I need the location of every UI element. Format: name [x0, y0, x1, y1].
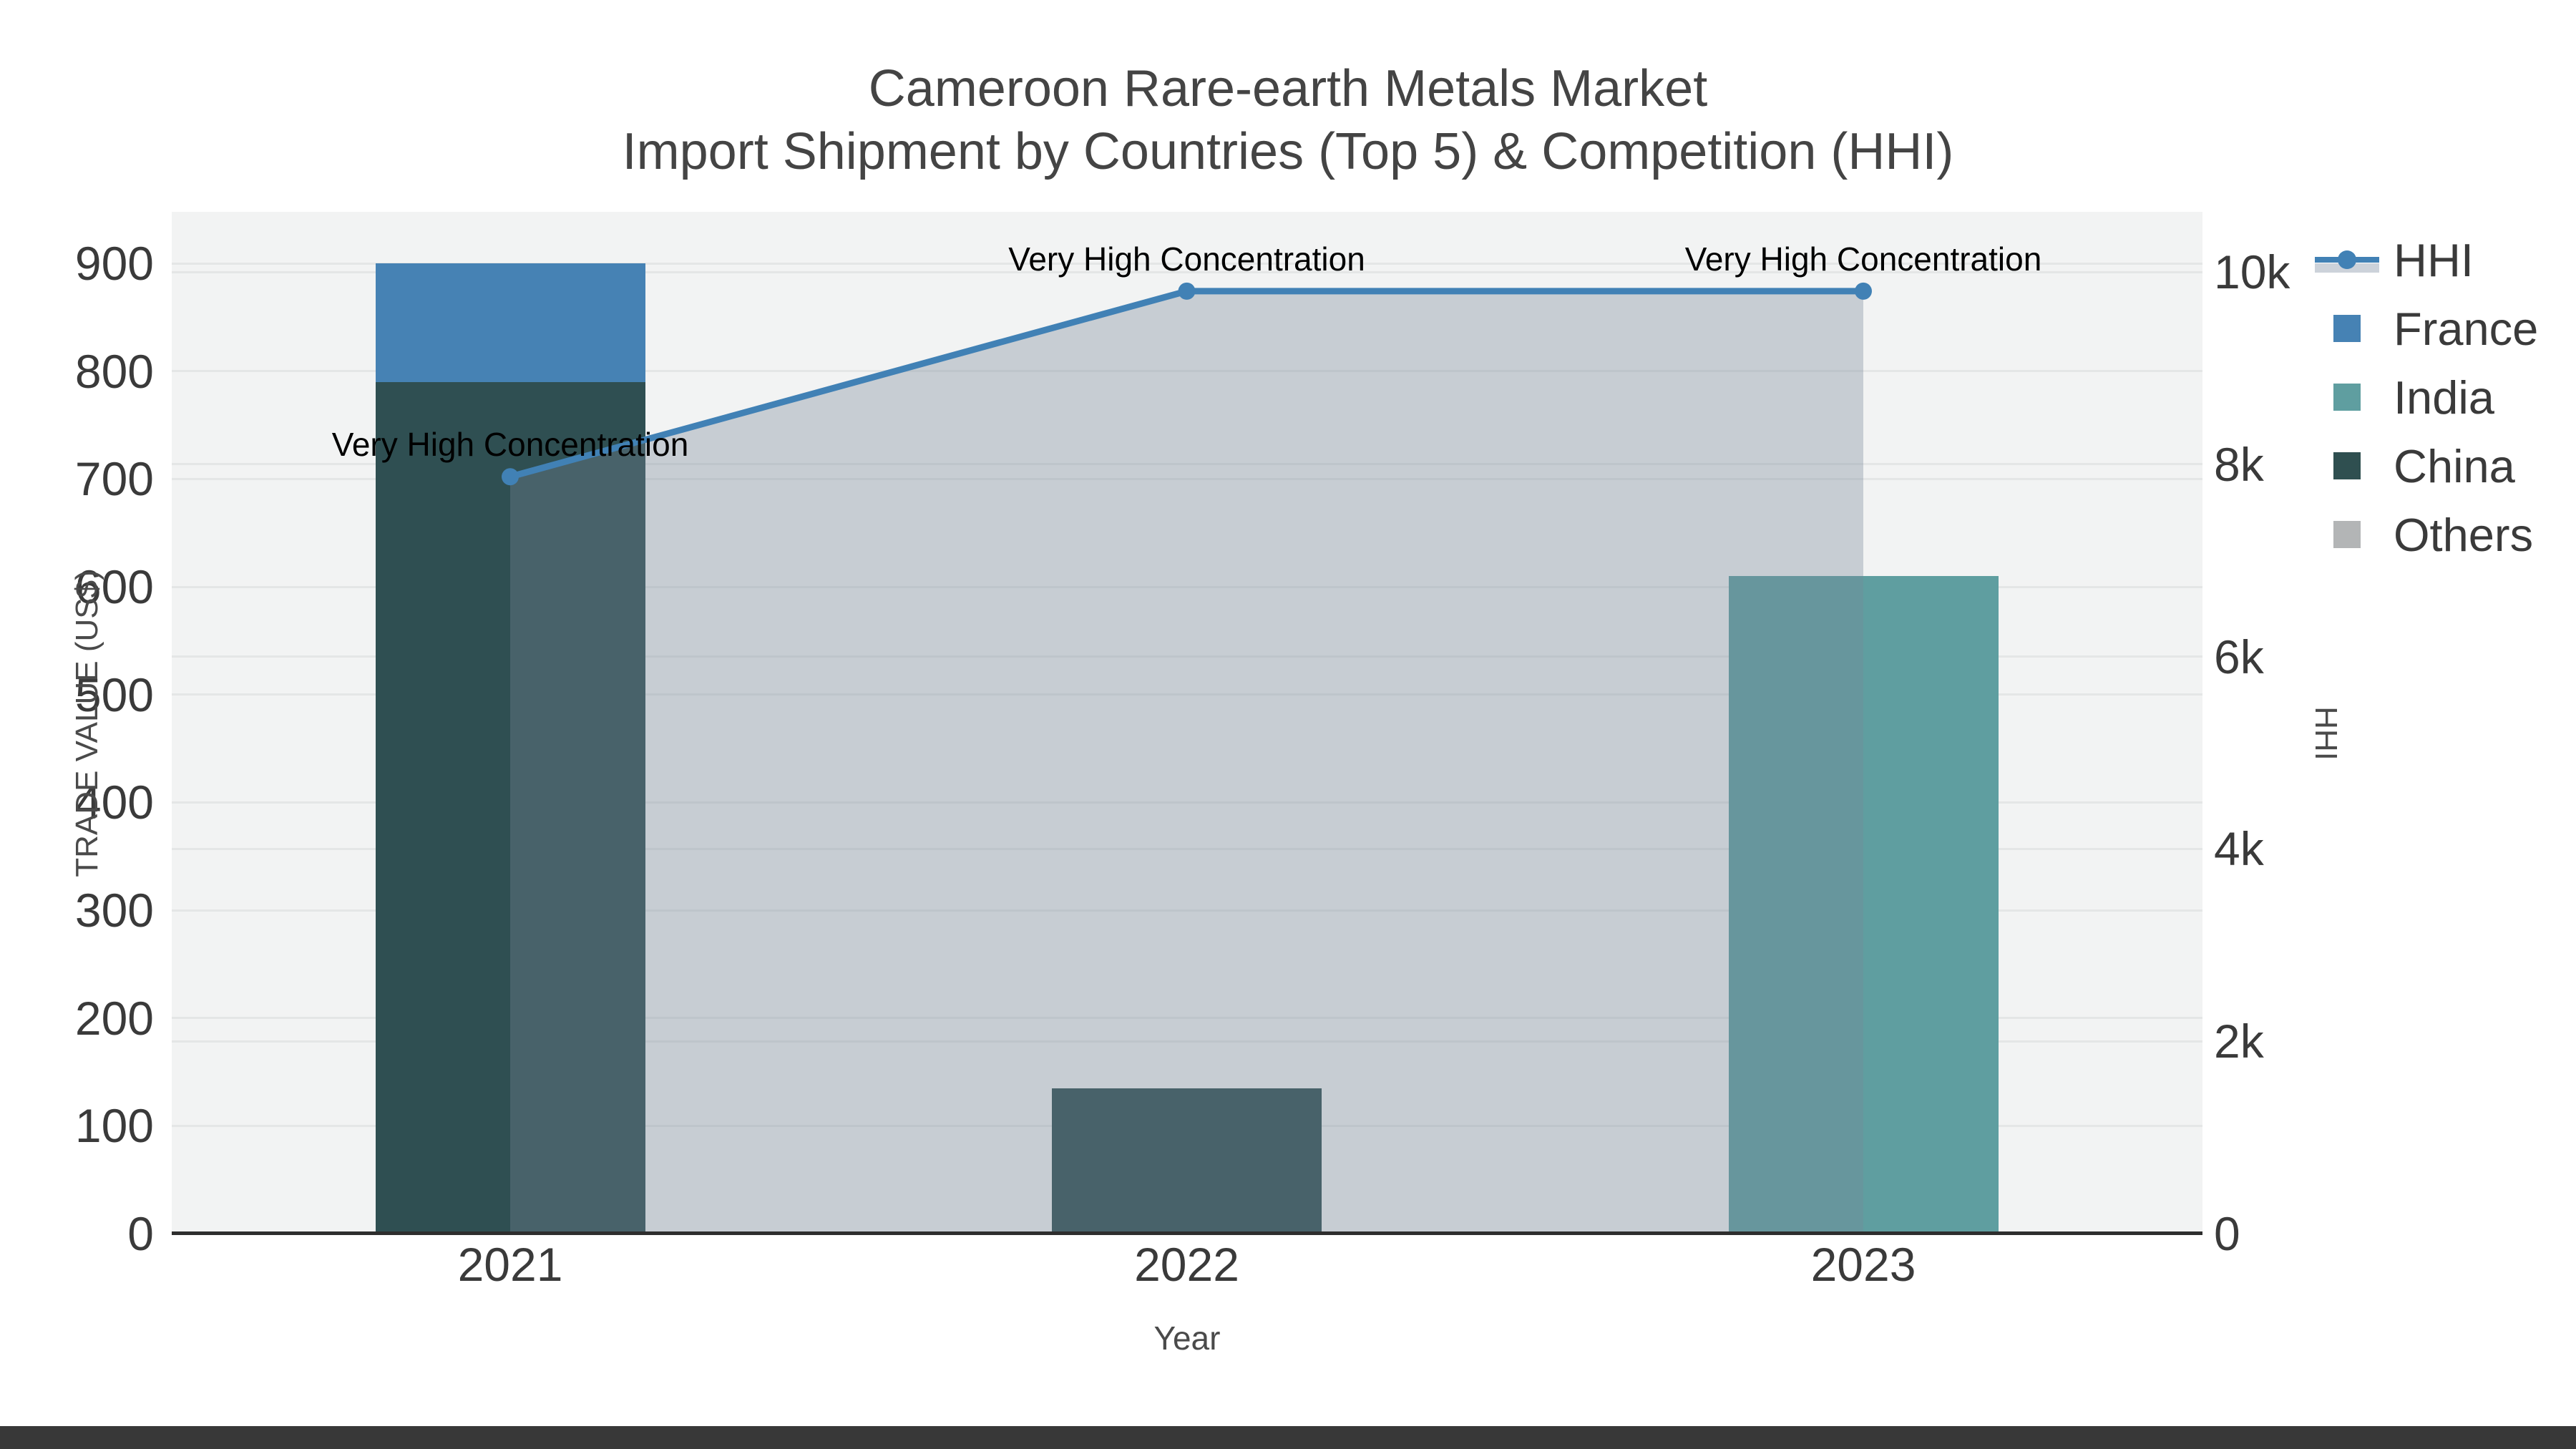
- gridline-left-700: [172, 477, 2202, 480]
- y-left-tick-800: 800: [74, 344, 154, 398]
- y-left-tick-0: 0: [127, 1207, 154, 1260]
- others-swatch-icon: [2333, 521, 2361, 548]
- gridline-left-800: [172, 370, 2202, 373]
- gridline-left-300: [172, 909, 2202, 912]
- y-right-tick-2k: 2k: [2214, 1015, 2264, 1068]
- gridline-left-400: [172, 801, 2202, 804]
- annotation-2023: Very High Concentration: [1684, 240, 2042, 278]
- hhi-legend-swatch: [2315, 225, 2394, 294]
- x-axis-line: [172, 1231, 2202, 1235]
- legend-label-others: Others: [2394, 508, 2534, 561]
- bar-india-2023[interactable]: [1728, 575, 1999, 1234]
- y-right-tick-6k: 6k: [2214, 630, 2264, 683]
- y-left-axis-title: TRADE VALUE (US$): [69, 570, 104, 877]
- chart-title-line1: Cameroon Rare-earth Metals Market: [868, 60, 1708, 117]
- y-right-axis-title: HHI: [2308, 706, 2343, 761]
- gridline-right-8k: [172, 463, 2202, 466]
- hhi-area-fill: [510, 291, 1863, 1234]
- legend: HHI France India China Others: [2315, 225, 2538, 569]
- gridline-right-2k: [172, 1040, 2202, 1043]
- gridline-left-200: [172, 1017, 2202, 1020]
- annotation-2021: Very High Concentration: [331, 426, 689, 464]
- gridline-right-4k: [172, 847, 2202, 850]
- chart-title-line2: Import Shipment by Countries (Top 5) & C…: [622, 123, 1954, 180]
- x-axis-title: Year: [1153, 1319, 1221, 1357]
- x-tick-2022: 2022: [1134, 1238, 1239, 1291]
- bar-china-2021[interactable]: [375, 381, 645, 1234]
- hhi-point-2022[interactable]: [1178, 282, 1196, 300]
- y-left-tick-400: 400: [74, 776, 154, 829]
- china-swatch-icon: [2333, 452, 2361, 479]
- hhi-point-2023[interactable]: [1855, 282, 1872, 300]
- legend-item-china[interactable]: China: [2315, 431, 2538, 500]
- india-swatch-icon: [2333, 384, 2361, 411]
- legend-item-others[interactable]: Others: [2315, 500, 2538, 569]
- y-right-tick-4k: 4k: [2214, 822, 2264, 876]
- x-tick-2021: 2021: [457, 1238, 563, 1291]
- y-right-tick-0: 0: [2214, 1207, 2240, 1260]
- legend-item-india[interactable]: India: [2315, 363, 2538, 431]
- gridline-left-600: [172, 585, 2202, 588]
- gridline-left-500: [172, 693, 2202, 696]
- bar-france-2021[interactable]: [375, 263, 645, 382]
- gridline-right-6k: [172, 655, 2202, 658]
- hhi-point-2021[interactable]: [502, 468, 519, 486]
- legend-label-china: China: [2394, 439, 2515, 492]
- y-left-tick-600: 600: [74, 560, 154, 613]
- hhi-marker-icon: [2338, 250, 2356, 269]
- gridline-right-10k: [172, 270, 2202, 273]
- y-left-tick-300: 300: [74, 884, 154, 937]
- legend-label-france: France: [2394, 302, 2539, 355]
- y-right-tick-8k: 8k: [2214, 437, 2264, 491]
- y-left-tick-700: 700: [74, 452, 154, 506]
- annotation-2022: Very High Concentration: [1008, 240, 1365, 278]
- france-swatch-icon: [2333, 315, 2361, 342]
- legend-item-hhi[interactable]: HHI: [2315, 225, 2538, 294]
- legend-label-india: India: [2394, 371, 2494, 424]
- legend-item-france[interactable]: France: [2315, 294, 2538, 363]
- bottom-window-strip: [0, 1426, 2576, 1449]
- y-right-tick-10k: 10k: [2214, 245, 2290, 298]
- y-left-tick-900: 900: [74, 237, 154, 290]
- bar-china-2022[interactable]: [1052, 1088, 1322, 1234]
- x-tick-2023: 2023: [1810, 1238, 1916, 1291]
- gridline-left-900: [172, 262, 2202, 265]
- y-left-tick-200: 200: [74, 991, 154, 1045]
- legend-label-hhi: HHI: [2394, 233, 2474, 286]
- y-left-tick-500: 500: [74, 668, 154, 721]
- y-left-tick-100: 100: [74, 1099, 154, 1153]
